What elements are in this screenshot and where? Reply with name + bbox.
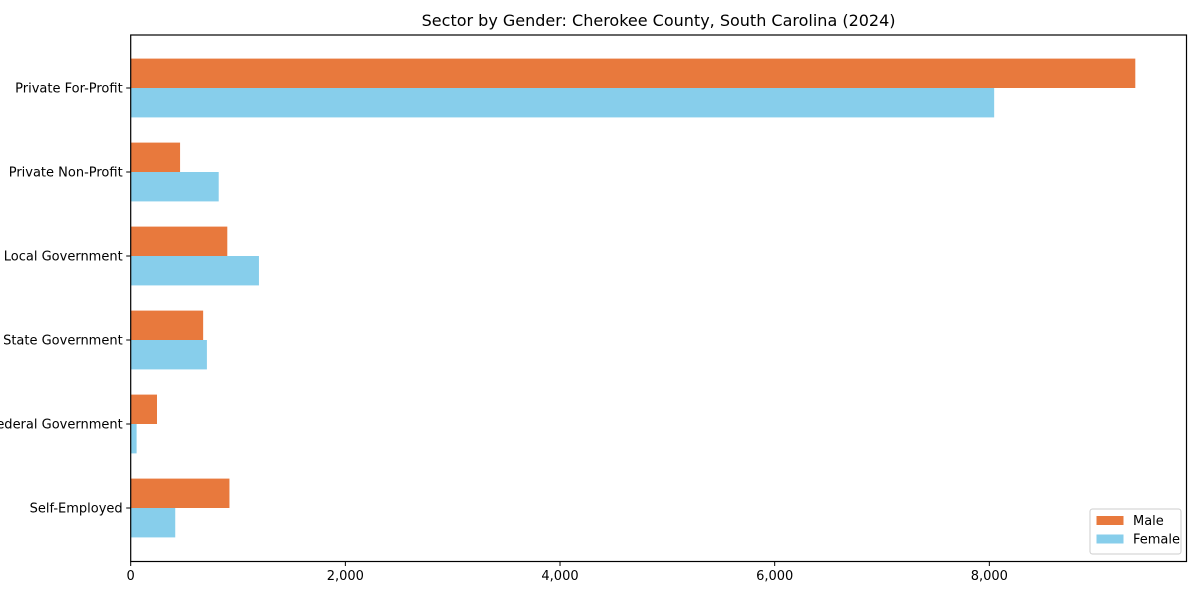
- legend-swatch-female: [1096, 534, 1124, 544]
- x-tick-label-2000: 2,000: [327, 569, 364, 584]
- chart-title: Sector by Gender: Cherokee County, South…: [422, 11, 896, 30]
- bar-male-private-for-profit: [130, 58, 1136, 88]
- y-tick-label-federal-government: Federal Government: [0, 418, 123, 433]
- bar-female-state-government: [130, 340, 207, 370]
- y-tick-label-private-for-profit: Private For-Profit: [15, 82, 123, 97]
- x-tick-label-4000: 4,000: [541, 569, 578, 584]
- y-tick-label-local-government: Local Government: [4, 250, 123, 265]
- bar-female-private-non-profit: [130, 172, 219, 202]
- legend: Male Female: [1089, 508, 1182, 555]
- bar-male-federal-government: [130, 394, 157, 424]
- bar-male-self-employed: [130, 478, 230, 508]
- legend-label-male: Male: [1133, 514, 1164, 529]
- bar-female-private-for-profit: [130, 88, 995, 118]
- y-tick-label-state-government: State Government: [3, 334, 123, 349]
- x-axis: 0 2,000 4,000 6,000 8,000: [127, 561, 1008, 584]
- y-tick-label-private-non-profit: Private Non-Profit: [9, 166, 123, 181]
- bar-male-private-non-profit: [130, 142, 181, 172]
- bar-female-local-government: [130, 256, 259, 286]
- bars-layer: [130, 58, 1136, 538]
- legend-label-female: Female: [1133, 533, 1180, 548]
- bar-female-self-employed: [130, 508, 176, 538]
- x-tick-label-8000: 8,000: [971, 569, 1008, 584]
- legend-swatch-male: [1096, 516, 1124, 525]
- bar-male-state-government: [130, 310, 204, 340]
- x-tick-label-0: 0: [127, 569, 135, 584]
- x-tick-label-6000: 6,000: [756, 569, 793, 584]
- plot-border: [130, 34, 1188, 563]
- bar-male-local-government: [130, 226, 228, 256]
- y-tick-label-self-employed: Self-Employed: [30, 502, 123, 517]
- y-axis: Private For-Profit Private Non-Profit Loca…: [0, 82, 131, 517]
- bar-female-federal-government: [130, 424, 137, 454]
